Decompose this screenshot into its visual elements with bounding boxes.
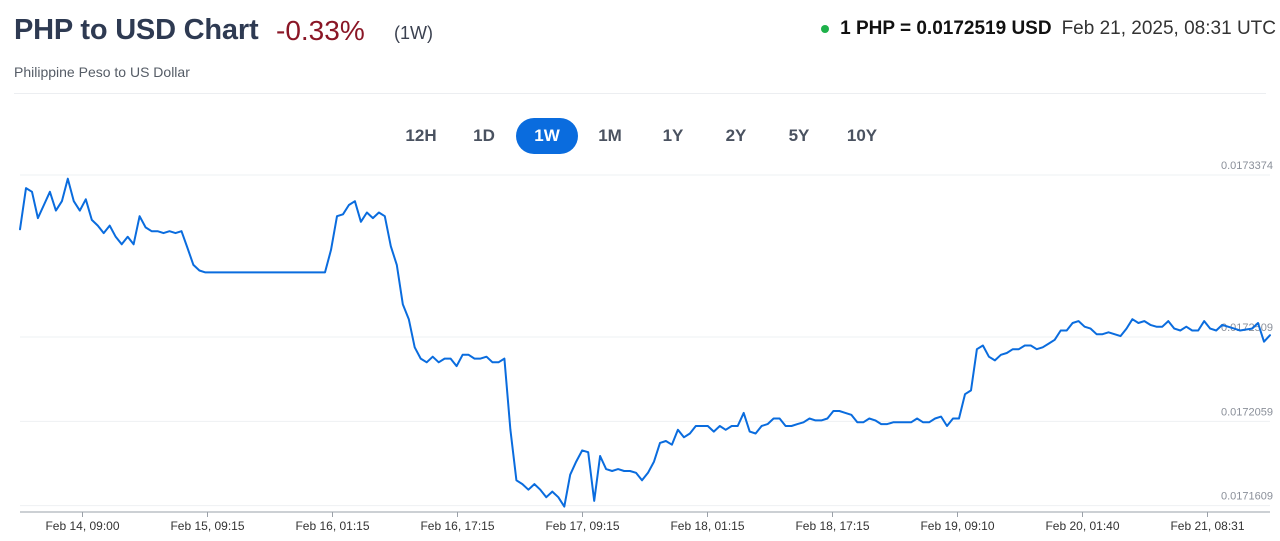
y-tick-label: 0.0172509 (1221, 322, 1273, 334)
x-tick-label: Feb 17, 09:15 (545, 519, 619, 533)
range-button-1w[interactable]: 1W (516, 118, 578, 154)
x-tick-label: Feb 18, 17:15 (795, 519, 869, 533)
x-tick-label: Feb 18, 01:15 (670, 519, 744, 533)
x-tick-label: Feb 16, 17:15 (420, 519, 494, 533)
divider (14, 93, 1266, 94)
y-tick-label: 0.0173374 (1221, 160, 1273, 172)
rate-timestamp: Feb 21, 2025, 08:31 UTC (1061, 18, 1276, 39)
x-tick-label: Feb 15, 09:15 (170, 519, 244, 533)
range-button-12h[interactable]: 12H (405, 126, 437, 145)
range-button-1d[interactable]: 1D (473, 126, 495, 145)
live-rate: 1 PHP = 0.0172519 USD Feb 21, 2025, 08:3… (821, 18, 1276, 40)
range-selector: 12H 1D 1W 1M 1Y 2Y 5Y 10Y (390, 118, 894, 154)
range-button-1m[interactable]: 1M (598, 126, 622, 145)
range-button-1y[interactable]: 1Y (662, 126, 684, 145)
range-button-2y[interactable]: 2Y (725, 126, 747, 145)
rate-value: 1 PHP = 0.0172519 USD (840, 18, 1052, 39)
header: PHP to USD Chart -0.33% (1W) 1 PHP = 0.0… (14, 12, 1276, 52)
range-button-10y[interactable]: 10Y (846, 126, 878, 145)
page-subtitle: Philippine Peso to US Dollar (14, 64, 190, 80)
y-tick-label: 0.0171609 (1221, 491, 1273, 503)
live-dot-icon (821, 25, 830, 33)
x-tick-label: Feb 14, 09:00 (45, 519, 119, 533)
x-tick-label: Feb 19, 09:10 (920, 519, 994, 533)
x-tick-label: Feb 21, 08:31 (1170, 519, 1244, 533)
page-title: PHP to USD Chart (14, 14, 259, 46)
x-tick-label: Feb 20, 01:40 (1045, 519, 1119, 533)
change-period: (1W) (394, 23, 433, 43)
line-chart: 0.0173374 0.0172509 0.0172059 0.0171609 Feb … (19, 160, 1273, 533)
x-tick-label: Feb 16, 01:15 (295, 519, 369, 533)
y-tick-label: 0.0172059 (1221, 406, 1273, 418)
change-percent: -0.33% (276, 15, 365, 46)
range-button-5y[interactable]: 5Y (788, 126, 810, 145)
series-line (19, 177, 1271, 508)
